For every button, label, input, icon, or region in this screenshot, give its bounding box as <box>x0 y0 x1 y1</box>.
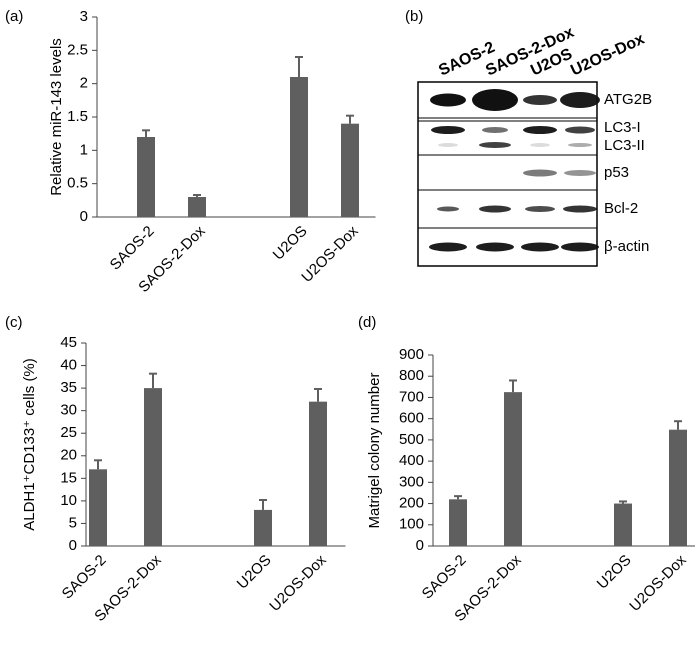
y-tick-label: 300 <box>399 473 424 490</box>
band <box>523 169 557 177</box>
y-tick-label: 10 <box>60 492 77 509</box>
band <box>560 92 600 108</box>
row-label: p53 <box>604 164 629 181</box>
bar <box>144 388 162 546</box>
band <box>479 205 511 213</box>
bar <box>309 401 327 546</box>
x-tick-label: U2OS <box>270 223 311 264</box>
x-tick-label: SAOS-2 <box>59 552 110 603</box>
band <box>568 143 592 147</box>
x-tick-label: U2OS-Dox <box>266 551 330 615</box>
y-tick-label: 15 <box>60 469 77 486</box>
bar <box>669 429 687 546</box>
y-tick-label: 30 <box>60 402 77 419</box>
y-tick-label: 40 <box>60 357 77 374</box>
y-tick-label: 900 <box>399 346 424 363</box>
panel-label: (d) <box>358 314 376 331</box>
y-axis-label: Matrigel colony number <box>366 373 383 529</box>
y-tick-label: 0 <box>416 537 424 554</box>
band <box>479 142 511 148</box>
bar <box>290 77 308 217</box>
y-tick-label: 2.5 <box>67 41 88 58</box>
panel-label: (a) <box>5 8 23 25</box>
x-tick-label: SAOS-2 <box>107 223 158 274</box>
band <box>565 126 595 134</box>
y-tick-label: 25 <box>60 424 77 441</box>
y-tick-label: 200 <box>399 495 424 512</box>
x-tick-label: U2OS-Dox <box>298 222 362 286</box>
y-tick-label: 600 <box>399 410 424 427</box>
band <box>523 126 557 134</box>
blot-frame <box>417 81 598 267</box>
y-tick-label: 400 <box>399 452 424 469</box>
band <box>430 93 466 107</box>
band <box>523 95 557 105</box>
y-tick-label: 100 <box>399 516 424 533</box>
band <box>437 206 459 212</box>
band <box>530 143 550 147</box>
x-tick-label: SAOS-2 <box>419 552 470 603</box>
x-tick-label: U2OS <box>594 552 635 593</box>
y-tick-label: 700 <box>399 388 424 405</box>
band <box>563 205 597 213</box>
y-tick-label: 20 <box>60 447 77 464</box>
y-tick-label: 0 <box>80 208 88 225</box>
row-label: ATG2B <box>604 91 652 108</box>
y-tick-label: 1 <box>80 141 88 158</box>
band <box>472 89 518 111</box>
bar <box>504 392 522 546</box>
row-label: LC3-II <box>604 137 645 154</box>
panel-label: (c) <box>5 314 23 331</box>
panel-label: (b) <box>405 8 423 25</box>
y-tick-label: 500 <box>399 431 424 448</box>
y-tick-label: 1.5 <box>67 108 88 125</box>
y-tick-label: 2 <box>80 75 88 92</box>
band <box>438 143 458 147</box>
band <box>482 127 508 133</box>
bar <box>188 197 206 217</box>
y-axis-label: ALDH1⁺CD133⁺ cells (%) <box>21 358 38 531</box>
band <box>564 170 596 176</box>
band <box>525 206 555 212</box>
y-tick-label: 3 <box>80 8 88 25</box>
y-tick-label: 0.5 <box>67 175 88 192</box>
y-tick-label: 45 <box>60 334 77 351</box>
x-tick-label: U2OS-Dox <box>626 551 690 615</box>
bar <box>341 123 359 217</box>
bar <box>614 503 632 546</box>
bar <box>449 499 467 546</box>
band <box>476 242 514 252</box>
lane-label: U2OS-Dox <box>568 31 647 80</box>
bar <box>254 509 272 546</box>
western-blot: (b) SAOS-2SAOS-2-DoxU2OSU2OS-DoxATG2BLC3… <box>405 8 652 267</box>
x-tick-label: U2OS <box>234 552 275 593</box>
band <box>429 242 467 252</box>
y-tick-label: 5 <box>69 514 77 531</box>
row-label: β-actin <box>604 238 649 255</box>
band <box>521 242 559 252</box>
row-label: LC3-I <box>604 119 641 136</box>
band <box>561 242 599 252</box>
bar <box>89 469 107 546</box>
row-label: Bcl-2 <box>604 200 638 217</box>
y-tick-label: 35 <box>60 379 77 396</box>
y-tick-label: 0 <box>69 537 77 554</box>
bar <box>137 137 155 217</box>
y-axis-label: Relative miR-143 levels <box>48 38 65 196</box>
band <box>431 126 465 134</box>
y-tick-label: 800 <box>399 367 424 384</box>
